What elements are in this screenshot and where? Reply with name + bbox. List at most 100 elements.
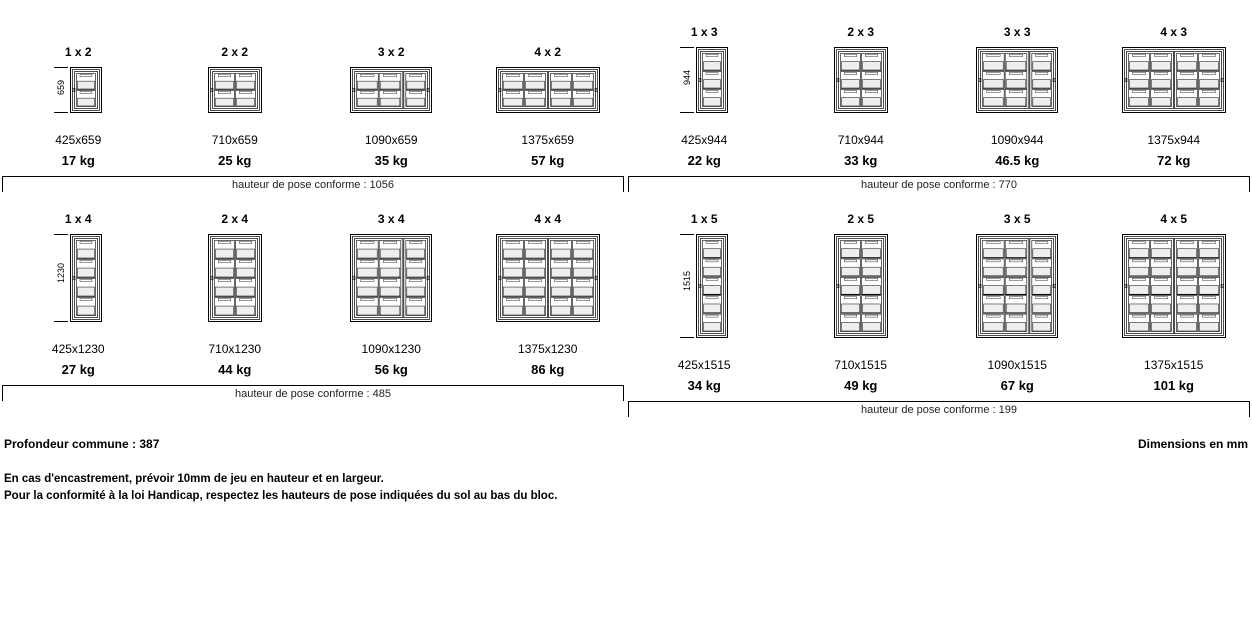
footnote-2: Pour la conformité à la loi Handicap, re… [4, 488, 1248, 505]
weight-label: 72 kg [1157, 153, 1190, 168]
mounting-height-caption: hauteur de pose conforme : 770 [628, 176, 1250, 192]
weight-label: 56 kg [375, 362, 408, 377]
spec-row: 1 x 41230425x123027 kg2 x 4710x123044 kg… [2, 212, 1250, 417]
config-item: 4 x 41375x123086 kg [472, 212, 625, 377]
dimensions-label: 1375x659 [521, 133, 574, 147]
weight-label: 101 kg [1154, 378, 1194, 393]
mailbox-diagram [208, 67, 262, 113]
weight-label: 34 kg [688, 378, 721, 393]
spec-sheet: 1 x 2659425x65917 kg2 x 2710x65925 kg3 x… [2, 8, 1250, 417]
dimensions-label: 1090x1230 [362, 342, 421, 356]
dimensions-label: 425x944 [681, 133, 727, 147]
config-item: 4 x 5 1375x1515 101 kg [1098, 212, 1251, 393]
config-title: 4 x 3 [1160, 25, 1187, 39]
config-item: 4 x 3 1375x944 72 kg [1098, 25, 1251, 168]
config-title: 4 x 5 [1160, 212, 1187, 226]
config-group: 1 x 5 1515 425x1515 34 kg 2 x 5 710x1515 49 kg… [628, 212, 1250, 417]
weight-label: 22 kg [688, 153, 721, 168]
config-item: 2 x 3 710x944 33 kg [785, 25, 938, 168]
height-indicator: 1230 [54, 234, 68, 322]
diagram-area [496, 67, 600, 113]
config-item: 1 x 41230425x123027 kg [2, 212, 155, 377]
footer-line: Profondeur commune : 387 Dimensions en m… [2, 437, 1250, 451]
footnotes: En cas d'encastrement, prévoir 10mm de j… [2, 471, 1250, 506]
dimensions-label: 1375x1515 [1144, 358, 1203, 372]
height-indicator: 659 [54, 67, 68, 113]
dimensions-label: 710x944 [838, 133, 884, 147]
diagram-area [976, 234, 1058, 338]
config-item: 4 x 2 1375x659 57 kg [472, 45, 625, 168]
mailbox-diagram [834, 47, 888, 113]
config-group: 1 x 41230425x123027 kg2 x 4710x123044 kg… [2, 212, 624, 417]
height-indicator: 944 [680, 47, 694, 113]
config-title: 3 x 4 [378, 212, 405, 226]
config-item: 2 x 4 710x1230 44 kg [159, 212, 312, 377]
config-title: 2 x 3 [847, 25, 874, 39]
weight-label: 86 kg [531, 362, 564, 377]
config-title: 4 x 2 [534, 45, 561, 59]
diagram-area: 659 [54, 67, 102, 113]
height-mm-label: 1230 [18, 273, 104, 283]
config-title: 2 x 2 [221, 45, 248, 59]
config-item: 1 x 2 659 425x659 17 kg [2, 45, 155, 168]
mailbox-diagram [496, 234, 600, 322]
config-item: 2 x 2710x65925 kg [159, 45, 312, 168]
diagram-area: 944 [680, 47, 728, 113]
mailbox-diagram [1122, 47, 1226, 113]
dimensions-label: 425x1515 [678, 358, 731, 372]
diagram-area [350, 234, 432, 322]
config-item: 3 x 5 1090x1515 67 kg [941, 212, 1094, 393]
unit-note: Dimensions en mm [1138, 437, 1248, 451]
config-title: 1 x 2 [65, 45, 92, 59]
diagram-area [496, 234, 600, 322]
dimensions-label: 710x1230 [208, 342, 261, 356]
config-item: 3 x 2 1090x659 35 kg [315, 45, 468, 168]
diagram-area: 1515 [680, 234, 728, 338]
weight-label: 27 kg [62, 362, 95, 377]
spec-row: 1 x 2659425x65917 kg2 x 2710x65925 kg3 x… [2, 8, 1250, 192]
weight-label: 67 kg [1001, 378, 1034, 393]
dimensions-label: 1090x1515 [988, 358, 1047, 372]
dimensions-label: 425x1230 [52, 342, 105, 356]
dimensions-label: 1375x944 [1147, 133, 1200, 147]
diagram-area: 1230 [54, 234, 102, 322]
config-item: 1 x 3 944 425x944 22 kg [628, 25, 781, 168]
mounting-height-caption: hauteur de pose conforme : 1056 [2, 176, 624, 192]
config-title: 2 x 5 [847, 212, 874, 226]
config-group: 1 x 3 944 425x944 22 kg 2 x 3 710x944 33 kg 3 x… [628, 8, 1250, 192]
config-group-items: 1 x 3 944 425x944 22 kg 2 x 3 710x944 33 kg 3 x… [628, 8, 1250, 168]
dimensions-label: 1090x659 [365, 133, 418, 147]
diagram-area [834, 234, 888, 338]
config-title: 3 x 2 [378, 45, 405, 59]
config-item: 2 x 5 710x1515 49 kg [785, 212, 938, 393]
weight-label: 35 kg [375, 153, 408, 168]
config-title: 1 x 5 [691, 212, 718, 226]
config-title: 3 x 3 [1004, 25, 1031, 39]
diagram-area [834, 47, 888, 113]
config-item: 3 x 4 1090x1230 56 kg [315, 212, 468, 377]
weight-label: 49 kg [844, 378, 877, 393]
config-item: 1 x 5 1515 425x1515 34 kg [628, 212, 781, 393]
dimensions-label: 1090x944 [991, 133, 1044, 147]
depth-note: Profondeur commune : 387 [4, 437, 159, 451]
dimensions-label: 710x1515 [834, 358, 887, 372]
weight-label: 17 kg [62, 153, 95, 168]
diagram-area [1122, 47, 1226, 113]
dimensions-label: 425x659 [55, 133, 101, 147]
weight-label: 44 kg [218, 362, 251, 377]
config-group-items: 1 x 5 1515 425x1515 34 kg 2 x 5 710x1515 49 kg… [628, 212, 1250, 393]
diagram-area [208, 234, 262, 322]
diagram-area [208, 67, 262, 113]
mailbox-diagram [976, 47, 1058, 113]
weight-label: 57 kg [531, 153, 564, 168]
config-title: 3 x 5 [1004, 212, 1031, 226]
config-title: 1 x 3 [691, 25, 718, 39]
diagram-area [976, 47, 1058, 113]
diagram-area [1122, 234, 1226, 338]
config-title: 2 x 4 [221, 212, 248, 226]
mailbox-diagram [496, 67, 600, 113]
mounting-height-caption: hauteur de pose conforme : 485 [2, 385, 624, 401]
weight-label: 33 kg [844, 153, 877, 168]
footnote-1: En cas d'encastrement, prévoir 10mm de j… [4, 471, 1248, 488]
config-group-items: 1 x 41230425x123027 kg2 x 4710x123044 kg… [2, 212, 624, 377]
